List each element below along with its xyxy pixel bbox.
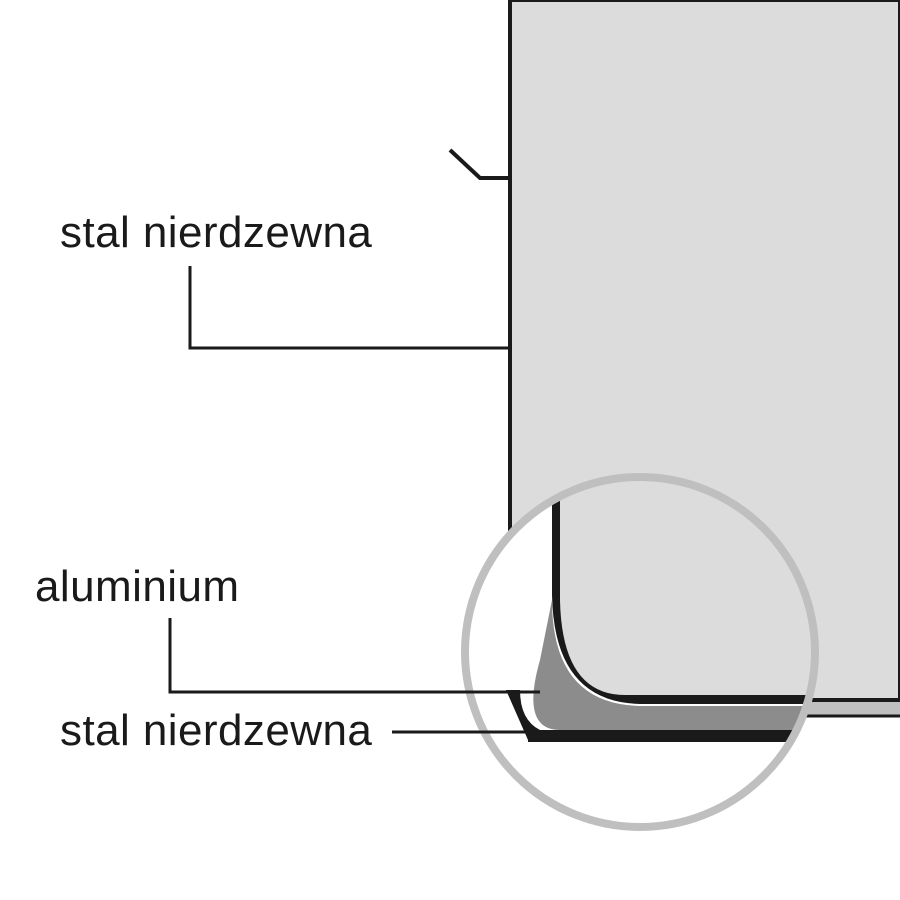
label-top: stal nierdzewna	[60, 208, 372, 258]
pot-handle	[450, 150, 508, 178]
label-bottom: stal nierdzewna	[60, 706, 372, 756]
leader-top	[190, 266, 508, 348]
diagram-canvas	[0, 0, 900, 900]
label-middle: aluminium	[35, 562, 239, 612]
